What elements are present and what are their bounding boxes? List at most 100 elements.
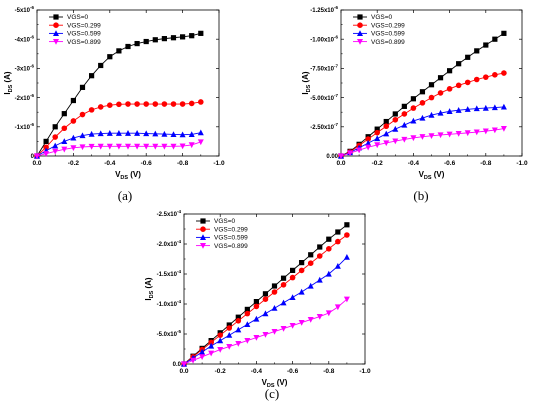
data-point — [235, 341, 242, 347]
data-point — [52, 134, 58, 140]
data-point — [401, 103, 407, 109]
x-tick-label: -0.2 — [372, 160, 384, 167]
y-tick-label: -2.0x10-4 — [157, 239, 182, 248]
data-point — [226, 332, 233, 338]
data-point — [188, 100, 195, 107]
chart-panel-c: 0.0 -0.2 -0.4 -0.6 -0.8 -1.0 0.0 -5.0x10-5 -1.0x… — [144, 209, 371, 401]
data-point — [428, 94, 435, 101]
y-tick-label: -1.0x10-4 — [157, 299, 182, 308]
data-point — [492, 36, 498, 42]
data-point — [500, 125, 507, 132]
data-point — [299, 260, 305, 266]
data-point — [116, 48, 122, 54]
y-tick-label: -5x10-6 — [15, 5, 35, 14]
data-point — [152, 37, 158, 43]
data-point — [161, 130, 168, 137]
data-point — [474, 48, 480, 54]
data-point — [125, 143, 131, 150]
legend-marker — [200, 226, 206, 232]
legend-label: VGS=0 — [371, 14, 393, 21]
y-tick-label: -2.5x10-4 — [157, 209, 182, 218]
data-point — [455, 130, 462, 137]
data-point — [52, 148, 59, 155]
data-point — [79, 84, 86, 90]
x-tick-label: -0.6 — [287, 368, 299, 375]
data-point — [455, 107, 462, 113]
data-point — [437, 75, 444, 81]
x-tick-label: 0.0 — [32, 160, 41, 167]
y-axis-label: IDS (A) — [301, 71, 312, 95]
legend-marker — [53, 14, 59, 20]
x-tick-label: -0.2 — [215, 368, 227, 375]
x-tick-label: -0.6 — [444, 160, 456, 167]
data-point — [335, 229, 341, 235]
data-point — [383, 123, 390, 130]
series-vgs-0-599 — [338, 103, 507, 159]
data-point — [61, 138, 68, 144]
data-point — [197, 129, 204, 136]
x-tick-label: -0.6 — [141, 160, 153, 167]
data-point — [410, 117, 417, 124]
data-point — [419, 114, 426, 121]
data-point — [179, 131, 186, 138]
data-point — [170, 131, 177, 137]
data-point — [190, 357, 197, 364]
data-point — [189, 33, 195, 39]
data-point — [383, 118, 389, 125]
data-point — [419, 134, 426, 140]
data-point — [253, 315, 260, 322]
data-point — [501, 30, 507, 36]
data-point — [316, 314, 323, 320]
data-point — [262, 310, 269, 317]
data-point — [344, 232, 350, 238]
data-point — [271, 305, 278, 311]
data-point — [125, 43, 131, 50]
data-point — [500, 103, 507, 110]
legend-label: VGS=0.299 — [214, 226, 248, 233]
legend-marker — [53, 22, 59, 29]
data-point — [307, 260, 314, 267]
data-point — [401, 136, 408, 143]
x-axis-label: VDS (V) — [419, 170, 445, 181]
data-point — [143, 130, 150, 137]
data-point — [307, 282, 314, 289]
data-point — [79, 111, 86, 118]
data-point — [401, 111, 408, 117]
data-point — [280, 282, 287, 288]
data-point — [253, 299, 259, 305]
series-line — [340, 128, 504, 157]
legend-marker — [357, 14, 363, 20]
data-point — [483, 74, 489, 80]
data-point — [262, 296, 269, 303]
data-point — [290, 267, 296, 273]
legend-marker — [200, 234, 206, 240]
series-vgs-0-899 — [181, 296, 350, 368]
data-point — [316, 276, 323, 283]
data-point — [170, 101, 177, 107]
legend-marker — [53, 30, 59, 36]
data-point — [170, 143, 177, 150]
data-point — [79, 132, 86, 139]
data-point — [410, 135, 417, 142]
data-point — [161, 101, 168, 107]
y-tick-label: -1x10-6 — [15, 122, 35, 131]
data-point — [392, 111, 398, 117]
data-point — [347, 150, 354, 157]
data-point — [43, 144, 49, 151]
y-tick-label: -3x10-6 — [15, 64, 35, 73]
data-point — [253, 303, 260, 310]
data-point — [43, 138, 49, 144]
panel-caption: (b) — [413, 188, 428, 203]
data-point — [473, 105, 480, 112]
y-tick-label: -1.25x10-6 — [310, 5, 338, 14]
data-point — [344, 222, 350, 228]
data-point — [115, 143, 122, 150]
data-point — [34, 153, 40, 160]
x-tick-label: -0.4 — [251, 368, 263, 375]
data-point — [208, 342, 215, 349]
data-point — [298, 320, 305, 326]
legend-marker — [357, 39, 363, 45]
data-point — [70, 134, 77, 141]
series-vgs-0-599 — [34, 129, 204, 159]
